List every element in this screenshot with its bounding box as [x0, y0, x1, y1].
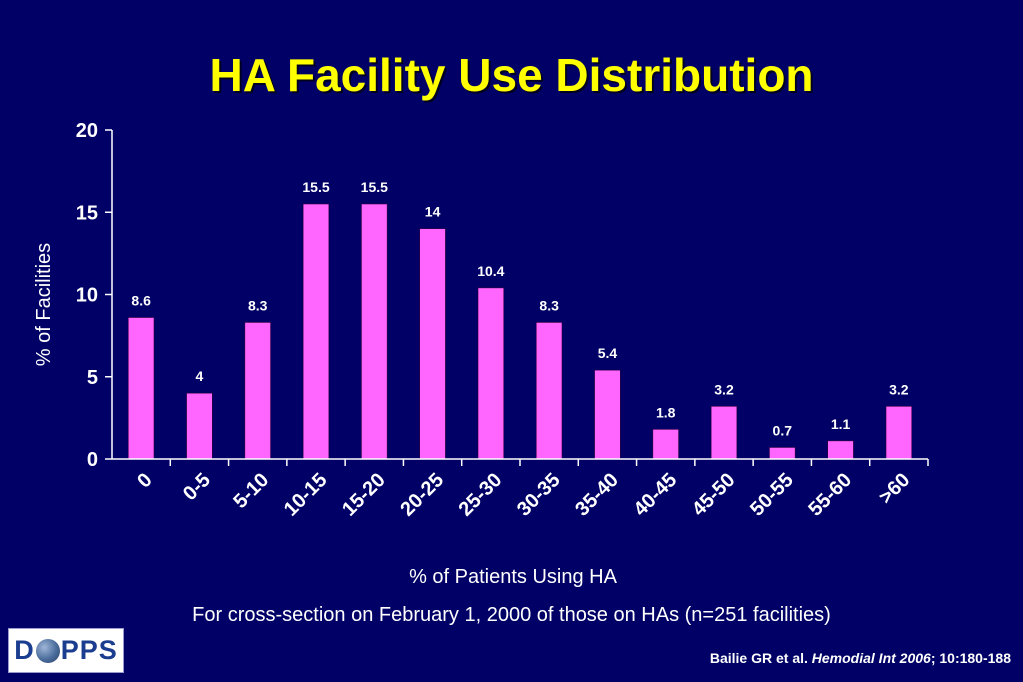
value-label: 8.6 [131, 293, 151, 309]
x-tick-label: 5-10 [229, 469, 273, 513]
x-tick-label: 10-15 [280, 469, 332, 521]
value-label: 3.2 [889, 381, 909, 397]
x-tick-label: 50-55 [746, 469, 798, 521]
bar-40-45 [652, 429, 679, 460]
value-label: 4 [196, 368, 204, 384]
bar-50-55 [769, 447, 796, 460]
logo-letter-d: D [14, 635, 35, 665]
logo-wordmark: D PPS [14, 635, 118, 666]
y-tick-label: 20 [76, 120, 98, 142]
value-label: 8.3 [248, 297, 268, 313]
value-label: 15.5 [361, 179, 388, 195]
bar-25-30 [477, 287, 504, 460]
citation: Bailie GR et al. Hemodial Int 2006; 10:1… [710, 650, 1011, 666]
dopps-logo: D PPS [8, 628, 124, 673]
citation-ref: ; 10:180-188 [930, 650, 1011, 666]
value-labels: 8.6 4 8.3 15.5 15.5 14 10.4 8.3 5.4 1.8 3.2 0.7 1.1 3… [131, 179, 908, 438]
x-tick-label: 20-25 [396, 469, 448, 521]
y-axis-ticks: 0 5 10 15 20 [76, 120, 112, 471]
citation-authors: Bailie GR et al. [709, 650, 812, 666]
y-tick-label: 5 [87, 367, 98, 389]
value-label: 0.7 [773, 422, 793, 438]
x-tick-label: 30-35 [513, 469, 565, 521]
x-axis-label: % of Patients Using HA [409, 566, 618, 588]
x-tick-label: 40-45 [630, 469, 682, 521]
globe-icon [35, 638, 60, 663]
bars [128, 203, 912, 460]
bar-45-50 [710, 406, 738, 460]
citation-journal: Hemodial Int 2006 [811, 650, 931, 666]
value-label: 1.8 [656, 404, 676, 420]
x-tick-label: 15-20 [338, 469, 390, 521]
value-label: 14 [425, 204, 441, 220]
value-label: 15.5 [302, 179, 329, 195]
value-label: 10.4 [477, 263, 504, 279]
bar-30-35 [536, 322, 563, 460]
bar-20-25 [419, 228, 446, 460]
bar-35-40 [594, 369, 621, 460]
bar->60 [885, 406, 912, 460]
x-tick-label: 0 [133, 469, 156, 492]
bar-chart: 0 5 10 15 20 8.6 4 8.3 15.5 15.5 14 10.4 8.3 5.4 1.8 3… [33, 120, 929, 588]
bar-5-10 [244, 322, 271, 460]
x-tick-label: 25-30 [455, 469, 507, 521]
y-tick-label: 0 [87, 449, 98, 471]
x-tick-label: 55-60 [804, 469, 856, 521]
bar-15-20 [361, 203, 388, 460]
x-tick-label: >60 [875, 469, 915, 509]
bar-10-15 [302, 203, 330, 460]
y-axis-label: % of Facilities [33, 243, 55, 366]
y-tick-label: 10 [76, 285, 98, 307]
logo-letters-pps: PPS [60, 635, 118, 665]
x-tick-label: 45-50 [688, 469, 740, 521]
value-label: 3.2 [714, 381, 734, 397]
bar-0-5 [186, 392, 213, 460]
chart-title: HA Facility Use Distribution [209, 49, 814, 101]
bar-0 [128, 317, 155, 460]
bar-55-60 [827, 440, 854, 460]
x-tick-label: 35-40 [571, 469, 623, 521]
value-label: 5.4 [598, 345, 618, 361]
x-tick-label: 0-5 [179, 469, 215, 505]
chart-caption: For cross-section on February 1, 2000 of… [192, 604, 831, 626]
x-axis-ticks: 0 0-5 5-10 10-15 15-20 20-25 25-30 30-35 35-40 40… [133, 459, 929, 521]
value-label: 1.1 [831, 416, 851, 432]
y-tick-label: 15 [76, 202, 98, 224]
value-label: 8.3 [539, 297, 559, 313]
